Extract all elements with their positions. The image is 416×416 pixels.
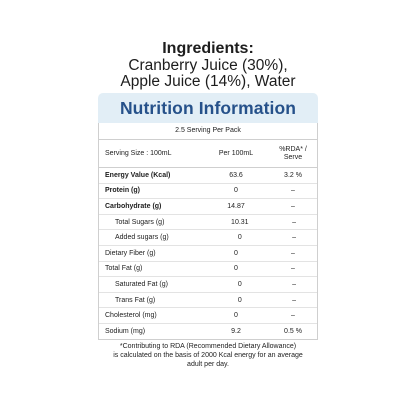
nutrient-name: Trans Fat (g): [115, 296, 156, 304]
nutrient-rda: –: [292, 234, 297, 242]
nutrient-value: 10.31: [231, 218, 249, 226]
ingredients-line: Cranberry Juice (30%),: [128, 57, 288, 74]
nutrient-rda: –: [292, 296, 297, 304]
ingredients-title: Ingredients:: [162, 40, 254, 57]
nutrient-name: Energy Value (Kcal): [105, 171, 171, 179]
nutrition-table: 2.5 Serving Per Pack Serving Size : 100m…: [98, 123, 318, 340]
nutrient-name: Sodium (mg): [105, 327, 146, 335]
nutrition-panel: Nutrition Information 2.5 Serving Per Pa…: [98, 93, 318, 340]
nutrient-name: Total Sugars (g): [115, 218, 165, 226]
table-row: Added sugars (g) 0 –: [99, 230, 317, 246]
ingredients-block: Ingredients: Cranberry Juice (30%), Appl…: [0, 40, 416, 90]
table-row: Sodium (mg) 9.2 0.5 %: [99, 324, 317, 339]
nutrient-value: 0: [234, 249, 238, 257]
nutrient-name: Added sugars (g): [115, 234, 169, 242]
table-row: Saturated Fat (g) 0 –: [99, 277, 317, 293]
nutrient-rda: –: [291, 202, 295, 210]
nutrient-value: 63.6: [229, 171, 243, 179]
nutrient-rda: 0.5 %: [284, 327, 302, 335]
nutrient-name: Total Fat (g): [105, 265, 143, 273]
nutrient-rda: –: [292, 280, 297, 288]
nutrition-title-band: Nutrition Information: [98, 93, 318, 123]
nutrient-value: 0: [234, 312, 238, 320]
serving-per-pack: 2.5 Serving Per Pack: [99, 123, 317, 140]
nutrient-rda: –: [291, 187, 295, 195]
nutrient-value: 0: [234, 265, 238, 273]
nutrient-value: 0: [237, 280, 242, 288]
ingredients-line: Apple Juice (14%), Water: [120, 73, 296, 90]
footnote-line: adult per day.: [187, 361, 229, 368]
nutrient-value: 0: [234, 187, 238, 195]
table-row: Protein (g) 0 –: [99, 184, 317, 200]
table-row: Energy Value (Kcal) 63.6 3.2 %: [99, 168, 317, 184]
nutrient-rda: –: [292, 218, 297, 226]
nutrient-name: Carbohydrate (g): [105, 202, 162, 210]
nutrient-rda: –: [291, 265, 295, 273]
footnote-line: *Contributing to RDA (Recommended Dietar…: [119, 343, 297, 350]
nutrient-value: 0: [237, 296, 242, 304]
table-row: Trans Fat (g) 0 –: [99, 293, 317, 309]
nutrient-value: 9.2: [231, 327, 241, 335]
header-rda-line2: Serve: [283, 153, 303, 161]
table-row: Carbohydrate (g) 14.87 –: [99, 199, 317, 215]
table-row: Dietary Fiber (g) 0 –: [99, 246, 317, 262]
table-header: Serving Size : 100mL Per 100mL %RDA* / S…: [99, 140, 317, 168]
nutrient-value: 14.87: [227, 202, 245, 210]
header-serving-size: Serving Size : 100mL: [105, 150, 172, 157]
table-row: Total Sugars (g) 10.31 –: [99, 215, 317, 231]
table-row: Cholesterol (mg) 0 –: [99, 308, 317, 324]
nutrient-rda: 3.2 %: [284, 171, 302, 179]
header-rda-line1: %RDA* /: [279, 145, 307, 153]
nutrient-name: Saturated Fat (g): [115, 280, 168, 288]
nutrient-name: Dietary Fiber (g): [105, 249, 156, 257]
header-rda: %RDA* / Serve: [269, 140, 317, 167]
nutrient-rda: –: [291, 249, 295, 257]
nutrient-value: 0: [237, 234, 242, 242]
nutrient-name: Protein (g): [105, 187, 140, 195]
table-row: Total Fat (g) 0 –: [99, 262, 317, 278]
rda-footnote: *Contributing to RDA (Recommended Dietar…: [98, 342, 318, 369]
nutrition-title: Nutrition Information: [119, 97, 297, 118]
nutrient-rda: –: [291, 312, 295, 320]
footnote-line: is calculated on the basis of 2000 Kcal …: [113, 352, 303, 359]
nutrient-name: Cholesterol (mg): [105, 312, 157, 320]
header-per-100ml: Per 100mL: [218, 149, 254, 157]
